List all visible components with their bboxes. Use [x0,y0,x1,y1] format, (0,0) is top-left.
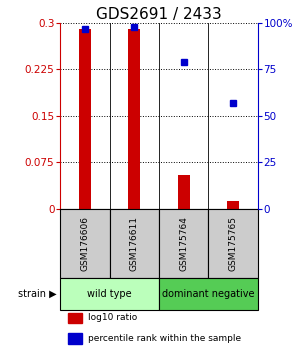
Bar [60,278,159,310]
Text: dominant negative: dominant negative [162,289,255,299]
Text: log10 ratio: log10 ratio [88,313,137,322]
Text: strain ▶: strain ▶ [18,289,57,299]
Bar [79,29,91,209]
Bar [208,209,258,278]
Text: wild type: wild type [87,289,132,299]
Bar [68,333,82,344]
Bar [68,313,82,323]
Bar [110,209,159,278]
Text: GSM175764: GSM175764 [179,216,188,271]
Bar [159,209,208,278]
Text: GSM176606: GSM176606 [80,216,89,271]
Bar [60,209,110,278]
Bar [159,278,258,310]
Text: GSM175765: GSM175765 [229,216,238,271]
Title: GDS2691 / 2433: GDS2691 / 2433 [96,7,222,22]
Text: GSM176611: GSM176611 [130,216,139,271]
Bar [128,29,140,209]
Bar [227,201,239,209]
Bar [178,175,190,209]
Text: percentile rank within the sample: percentile rank within the sample [88,334,241,343]
